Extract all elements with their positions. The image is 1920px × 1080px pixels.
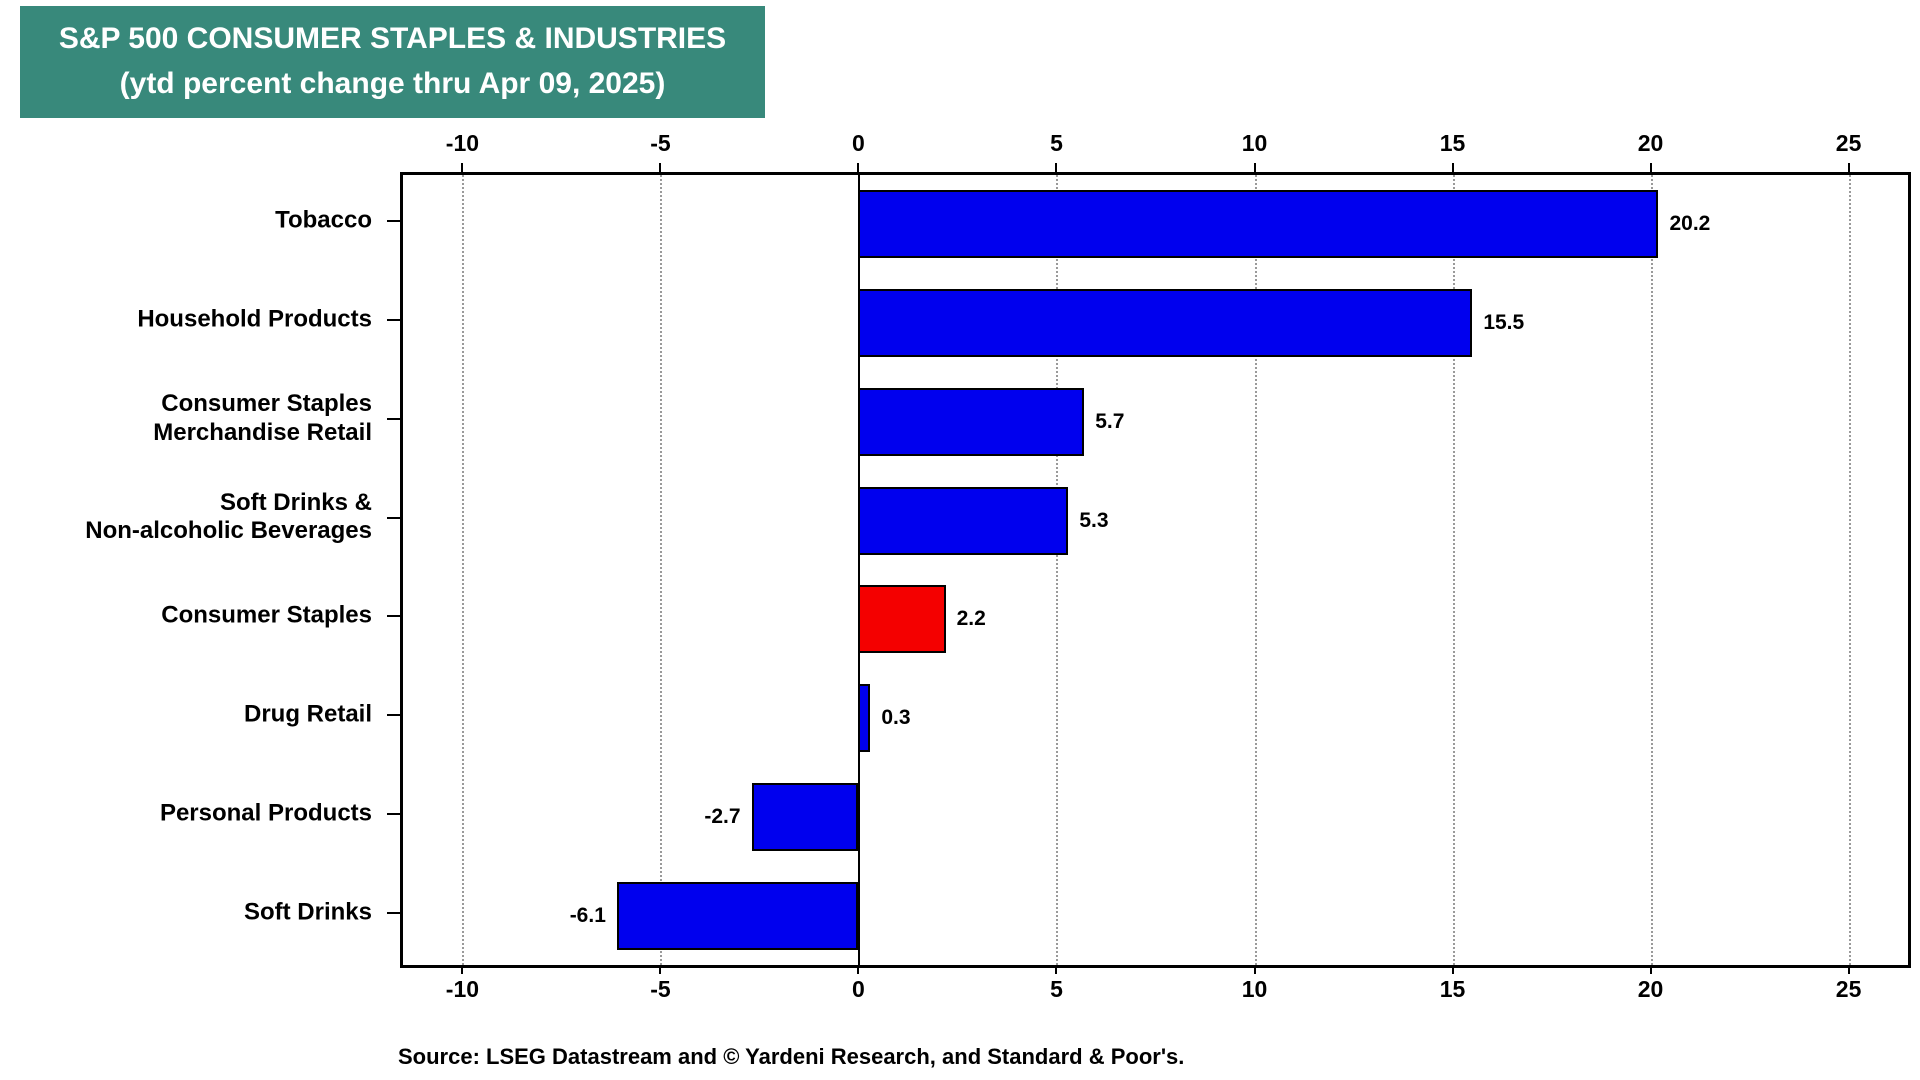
y-axis-tick [387, 319, 400, 322]
bar-value-label-household-products: 15.5 [1483, 311, 1525, 335]
y-axis-tick [387, 714, 400, 717]
category-label-line: Non-alcoholic Beverages [85, 517, 372, 545]
bar-value-label-soft-drinks-non-alcoholic-beverages: 5.3 [1079, 508, 1109, 532]
x-axis-tick-label-top: 20 [1637, 130, 1664, 156]
x-axis-tick-label-bottom: 15 [1439, 976, 1466, 1002]
category-label-line: Tobacco [275, 206, 372, 234]
x-axis-tick-top [1451, 163, 1454, 172]
x-axis-tick-top [857, 163, 860, 172]
y-axis-tick [387, 516, 400, 519]
bar-consumer-staples [858, 585, 946, 654]
zero-line [858, 175, 861, 965]
x-axis-tick-label-bottom: 0 [852, 976, 865, 1002]
gridline [462, 175, 465, 965]
bar-drug-retail [858, 684, 871, 753]
x-axis-tick-label-bottom: -10 [445, 976, 480, 1002]
y-axis-category-label-tobacco: Tobacco [0, 207, 388, 236]
bar-value-label-drug-retail: 0.3 [881, 706, 911, 730]
y-axis-tick [387, 220, 400, 223]
y-axis-tick [387, 812, 400, 815]
y-axis-category-label-consumer-staples-merchandise-retail: Consumer Staples Merchandise Retail [0, 390, 388, 448]
category-label-line: Soft Drinks & [219, 488, 372, 516]
bar-consumer-staples-merchandise-retail [858, 387, 1085, 456]
chart-title-line1: S&P 500 CONSUMER STAPLES & INDUSTRIES [58, 22, 727, 55]
bar-soft-drinks [616, 881, 859, 950]
y-axis-tick [387, 417, 400, 420]
x-axis-tick-top [1649, 163, 1652, 172]
x-axis-tick-top [1253, 163, 1256, 172]
category-label-line: Household Products [137, 305, 372, 333]
y-axis-category-label-household-products: Household Products [0, 306, 388, 335]
x-axis-tick-label-top: 0 [852, 130, 865, 156]
x-axis-tick-label-top: 5 [1050, 130, 1063, 156]
x-axis-tick-label-bottom: 20 [1637, 976, 1664, 1002]
y-axis-category-label-soft-drinks: Soft Drinks [0, 898, 388, 927]
x-axis-tick-label-bottom: 5 [1050, 976, 1063, 1002]
x-axis-tick-label-bottom: -5 [650, 976, 671, 1002]
bar-value-label-soft-drinks: -6.1 [569, 903, 606, 927]
bar-soft-drinks-non-alcoholic-beverages [858, 486, 1069, 555]
x-axis-tick-top [461, 163, 464, 172]
category-label-line: Personal Products [159, 799, 372, 827]
category-label-line: Drug Retail [243, 700, 372, 728]
chart-title-box: S&P 500 CONSUMER STAPLES & INDUSTRIES (y… [20, 6, 765, 118]
x-axis-tick-bottom [1055, 965, 1058, 974]
gridline [1452, 175, 1455, 965]
y-axis-tick [387, 615, 400, 618]
category-label-line: Consumer Staples [161, 390, 372, 418]
x-axis-tick-top [1055, 163, 1058, 172]
gridline [660, 175, 663, 965]
category-label-line: Consumer Staples [161, 601, 372, 629]
gridline [1650, 175, 1653, 965]
y-axis-category-label-soft-drinks-non-alcoholic-beverages: Soft Drinks & Non-alcoholic Beverages [0, 489, 388, 547]
x-axis-tick-bottom [857, 965, 860, 974]
x-axis-tick-label-top: -5 [650, 130, 671, 156]
bar-value-label-tobacco: 20.2 [1669, 212, 1711, 236]
category-label-line: Soft Drinks [243, 898, 372, 926]
x-axis-tick-bottom [1451, 965, 1454, 974]
gridline [1848, 175, 1851, 965]
x-axis-tick-bottom [1253, 965, 1256, 974]
bar-personal-products [751, 782, 859, 851]
bar-value-label-consumer-staples: 2.2 [956, 607, 986, 631]
x-axis-tick-label-top: 15 [1439, 130, 1466, 156]
gridline [1254, 175, 1257, 965]
x-axis-tick-label-bottom: 10 [1241, 976, 1268, 1002]
x-axis-tick-bottom [461, 965, 464, 974]
plot-area: 20.2 15.5 5.7 5.3 2.2 0.3 -2.7 -6.1 [400, 172, 1911, 968]
y-axis-category-label-consumer-staples: Consumer Staples [0, 602, 388, 631]
source-note: Source: LSEG Datastream and © Yardeni Re… [398, 1044, 1185, 1069]
x-axis-tick-top [1847, 163, 1850, 172]
bar-tobacco [858, 190, 1659, 259]
x-axis-tick-bottom [659, 965, 662, 974]
x-axis-tick-top [659, 163, 662, 172]
y-axis-tick [387, 911, 400, 914]
category-label-line: Merchandise Retail [153, 418, 372, 446]
x-axis-tick-label-top: 10 [1241, 130, 1268, 156]
bar-value-label-consumer-staples-merchandise-retail: 5.7 [1095, 409, 1125, 433]
y-axis-category-label-drug-retail: Drug Retail [0, 701, 388, 730]
x-axis-tick-bottom [1649, 965, 1652, 974]
gridline [1056, 175, 1059, 965]
y-axis-category-label-personal-products: Personal Products [0, 799, 388, 828]
x-axis-tick-bottom [1847, 965, 1850, 974]
bar-value-label-personal-products: -2.7 [704, 804, 741, 828]
x-axis-tick-label-bottom: 25 [1835, 976, 1862, 1002]
x-axis-tick-label-top: -10 [445, 130, 480, 156]
chart-title-line2: (ytd percent change thru Apr 09, 2025) [119, 67, 666, 100]
bar-household-products [858, 289, 1473, 358]
x-axis-tick-label-top: 25 [1835, 130, 1862, 156]
